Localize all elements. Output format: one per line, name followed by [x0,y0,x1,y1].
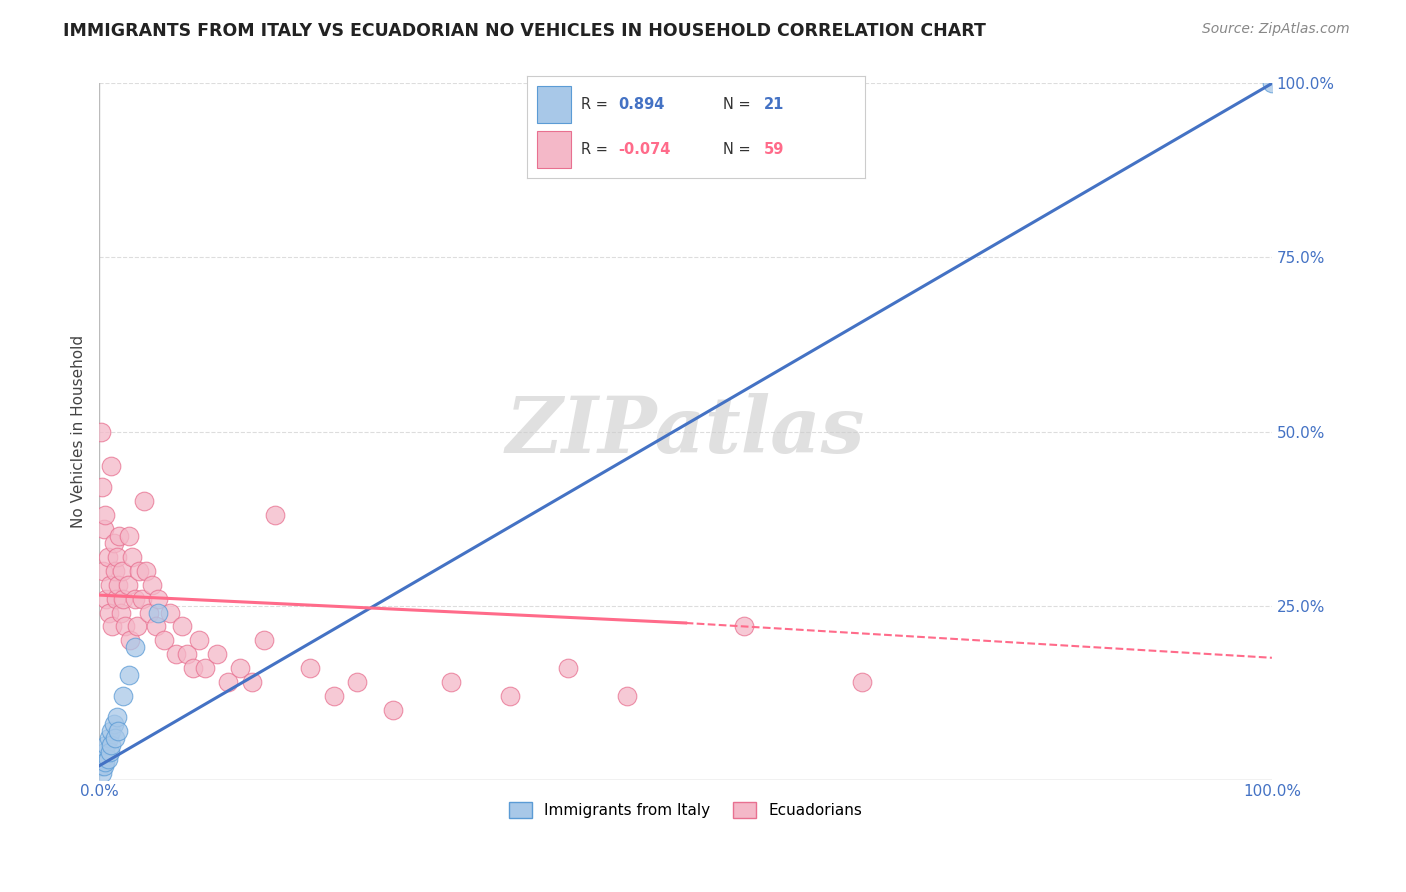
Point [101,619,124,633]
Point [128,564,150,578]
Point [114,619,136,633]
Point [118,529,141,543]
Text: IMMIGRANTS FROM ITALY VS ECUADORIAN NO VEHICLES IN HOUSEHOLD CORRELATION CHART: IMMIGRANTS FROM ITALY VS ECUADORIAN NO V… [63,22,986,40]
Point [557,661,579,675]
Text: 0.894: 0.894 [619,97,665,112]
Point [131,591,153,606]
Text: 21: 21 [763,97,783,112]
Point [100,738,122,752]
Point [145,619,167,633]
Point [188,633,211,648]
Point [240,675,263,690]
Point [111,591,134,606]
Point [94,508,117,522]
Text: -0.074: -0.074 [619,142,671,157]
Point [159,606,181,620]
Point [299,661,322,675]
Point [440,675,463,690]
Point [96,738,118,752]
Point [170,619,193,633]
Point [153,633,176,648]
Point [91,752,114,766]
Text: ZIPatlas: ZIPatlas [506,393,865,470]
Point [118,668,141,682]
Point [132,494,155,508]
Point [135,564,157,578]
Point [194,661,217,675]
Point [165,648,187,662]
Bar [537,87,571,123]
Point [97,549,120,564]
Point [252,633,274,648]
Y-axis label: No Vehicles in Household: No Vehicles in Household [72,335,86,528]
Point [229,661,252,675]
Point [110,606,132,620]
Point [90,425,112,439]
Point [138,606,160,620]
Point [105,710,128,724]
Point [93,758,115,772]
Point [346,675,368,690]
Point [107,723,129,738]
Point [104,731,127,745]
Point [105,549,128,564]
Point [107,577,129,591]
Point [176,648,198,662]
Point [104,564,127,578]
Point [205,648,228,662]
Text: 59: 59 [763,142,783,157]
Point [616,689,638,703]
Legend: Immigrants from Italy, Ecuadorians: Immigrants from Italy, Ecuadorians [503,796,869,824]
Point [124,591,146,606]
Point [98,745,121,759]
Bar [537,131,571,168]
Point [733,619,755,633]
Point [103,717,125,731]
Point [90,480,112,494]
Point [181,661,204,675]
Point [117,577,139,591]
Text: Source: ZipAtlas.com: Source: ZipAtlas.com [1202,22,1350,37]
Point [141,577,163,591]
Point [94,755,117,769]
Point [381,703,404,717]
Point [118,633,141,648]
Text: R =: R = [581,97,609,112]
Point [125,619,148,633]
Point [90,758,112,772]
Point [1261,77,1284,91]
Point [100,723,122,738]
Point [97,752,120,766]
Point [103,536,125,550]
Point [90,765,112,780]
Text: N =: N = [723,142,751,157]
Point [91,564,114,578]
Point [96,591,118,606]
Point [146,606,169,620]
Text: R =: R = [581,142,609,157]
Point [100,459,122,474]
Point [124,640,146,655]
Point [217,675,239,690]
Point [146,591,169,606]
Text: N =: N = [723,97,751,112]
Point [264,508,287,522]
Point [323,689,346,703]
Point [97,606,120,620]
Point [499,689,522,703]
Point [111,689,134,703]
Point [121,549,143,564]
Point [93,522,115,536]
Point [851,675,873,690]
Point [108,529,131,543]
Point [104,591,127,606]
Point [97,731,120,745]
Point [98,577,121,591]
Point [111,564,134,578]
Point [94,745,117,759]
